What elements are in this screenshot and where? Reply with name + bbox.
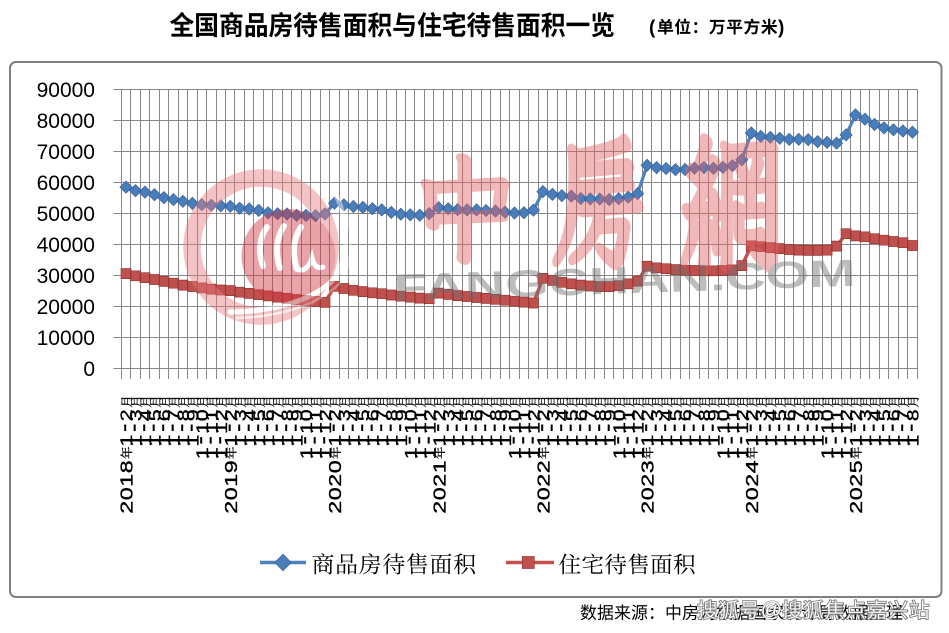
svg-text:40000: 40000 xyxy=(37,234,95,257)
svg-text:70000: 70000 xyxy=(37,141,95,164)
svg-text:(: ( xyxy=(649,18,656,39)
svg-text:): ) xyxy=(778,18,784,39)
svg-text:90000: 90000 xyxy=(37,79,95,102)
svg-text:10000: 10000 xyxy=(37,327,95,350)
svg-text:20000: 20000 xyxy=(37,296,95,319)
svg-text:30000: 30000 xyxy=(37,265,95,288)
svg-text:80000: 80000 xyxy=(37,110,95,133)
svg-text:60000: 60000 xyxy=(37,172,95,195)
svg-text:50000: 50000 xyxy=(37,203,95,226)
svg-text:@: @ xyxy=(761,599,782,622)
svg-text:0: 0 xyxy=(83,358,95,381)
